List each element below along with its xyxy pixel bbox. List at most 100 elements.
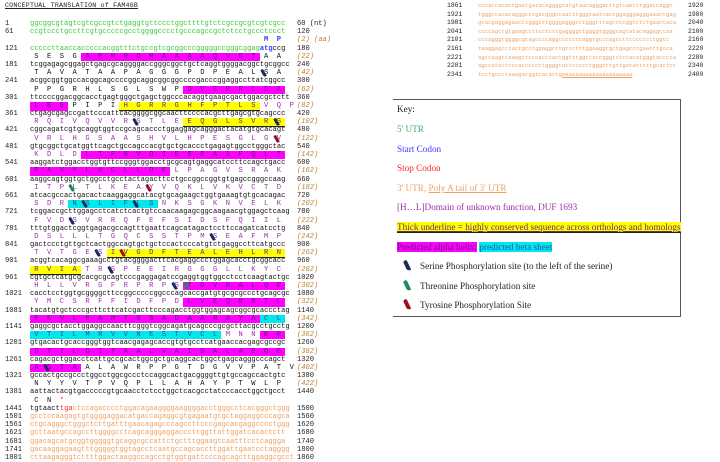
amino-acid: V: [72, 380, 77, 389]
amino-acid: H: [119, 101, 133, 112]
amino-acid: D: [200, 69, 205, 78]
legend-title: Key:: [397, 104, 415, 114]
amino-acid-row: E E V L E A N T G S A D A A R A Y A C L (342): [0, 314, 380, 323]
amino-acid: P: [225, 380, 230, 389]
nucleotide-row: 1501 gcctccaagagtgtggggaggacatgaccagaggcg…: [0, 413, 380, 421]
amino-acid: G: [123, 85, 128, 94]
amino-acid: L: [251, 134, 256, 143]
amino-acid: S: [225, 134, 230, 143]
amino-acid: L: [59, 282, 65, 290]
nucleotide-row: 1741 gacaaggagaagtttgggggtggtagcctcaatgcc…: [0, 446, 380, 454]
row-end-number: 1500: [297, 404, 315, 413]
row-end-number: 2280: [688, 53, 704, 61]
row-start-number: 1501: [5, 413, 23, 421]
amino-acid: Q: [238, 216, 243, 225]
amino-acid: H: [85, 85, 90, 94]
row-end-number: 420: [297, 110, 310, 119]
amino-acid: E: [93, 52, 107, 61]
row-end-number: 480: [297, 126, 310, 135]
row-start-number: 2341: [447, 70, 463, 78]
amino-acid: T: [247, 52, 260, 61]
nucleotide-segment: tacatgtgctcccgcttcttcatcgacttcccagacctgg…: [30, 306, 290, 315]
amino-acid: R: [85, 298, 90, 307]
amino-acid: D: [200, 363, 205, 372]
amino-acid: N: [272, 249, 286, 259]
amino-acid: Y: [212, 380, 218, 389]
amino-acid: P: [59, 183, 65, 192]
amino-acid: I: [161, 265, 167, 274]
amino-acid: E: [212, 134, 218, 143]
nucleotide-segment: ccg: [272, 44, 286, 53]
amino-acid: S: [212, 216, 218, 225]
amino-acid: R: [59, 200, 65, 209]
nucleotide-sequence: gacaaggagaagtttgggggtggtagcctcaatgccagca…: [30, 446, 290, 454]
amino-acid: P: [47, 85, 52, 94]
amino-acid: V: [264, 101, 269, 110]
amino-acid: R: [85, 282, 90, 290]
amino-acid: F: [149, 298, 154, 307]
row-start-number: 2161: [447, 44, 463, 52]
amino-acid: R: [72, 85, 77, 94]
amino-acid: R: [93, 331, 107, 340]
amino-acid: L: [221, 347, 235, 356]
amino-acid-row: A S T A A L A W R P P G T D G V V P A T V (402): [0, 363, 380, 373]
amino-acid: G: [174, 363, 179, 372]
amino-acid: L: [264, 200, 269, 209]
amino-acid: L: [247, 85, 260, 94]
amino-acid: M: [200, 232, 205, 241]
amino-acid: Y: [264, 265, 269, 274]
amino-acid: A: [208, 151, 222, 160]
amino-acid: A: [157, 314, 171, 323]
nucleotide-segment: acggcggtggccacggcagccccggcaggcggcggccccg…: [30, 77, 286, 86]
nucleotide-segment: gtgcggctgcatggttcagctgccagccacgtgctgcacc…: [30, 142, 286, 151]
legend-stop-codon: Stop Codon: [397, 163, 441, 173]
amino-acid: T: [170, 249, 184, 259]
legend-box: Key: 5' UTR Start Codon Stop Codon 3' UT…: [393, 99, 681, 317]
amino-acid: N: [34, 380, 39, 389]
nucleotide-sequence: aaggcagtggtgctggcctgcctactagacttcctgccgg…: [30, 176, 285, 184]
amino-acid: N: [106, 314, 120, 323]
amino-acid: S: [234, 118, 248, 128]
amino-acid: T: [59, 249, 65, 258]
row-start-number: 2281: [447, 62, 463, 70]
nucleotide-sequence: cccccttaaccacccccacggtttctgccgtcgcggcccg…: [30, 45, 285, 53]
residue-count: (22): [297, 52, 315, 61]
amino-acid: S: [72, 298, 77, 307]
amino-acid: Q: [47, 118, 52, 127]
residue-count: (302): [297, 282, 319, 290]
amino-acid: V: [183, 331, 196, 340]
amino-acid: S: [81, 200, 94, 209]
amino-acid: Q: [208, 52, 222, 61]
row-start-number: 841: [5, 241, 18, 250]
amino-acid-sequence: C N *: [30, 397, 68, 405]
amino-acid: S: [174, 216, 179, 225]
amino-acid: V: [55, 314, 69, 323]
nucleotide-sequence: tcctgccctaaagacggtcacactgaaaaaaaaaaaaaaa…: [478, 71, 632, 80]
amino-acid: G: [187, 265, 192, 274]
amino-acid: A: [234, 282, 248, 291]
amino-acid: L: [68, 314, 82, 323]
row-end-number: 1380: [297, 372, 315, 381]
amino-acid: D: [174, 298, 179, 307]
amino-acid: T: [264, 183, 269, 192]
amino-acid: Q: [174, 183, 179, 192]
row-start-number: 241: [5, 77, 18, 86]
amino-acid: P: [276, 380, 282, 389]
nucleotide-sequence: tgtaacttgactccagacccctggacagaaggggaagggg…: [30, 405, 290, 413]
amino-acid: A: [68, 265, 82, 275]
amino-acid: I: [264, 216, 269, 225]
amino-acid: T: [187, 363, 192, 372]
nucleotide-sequence: agccatactcccacccccttggggtattccccctgggttt…: [478, 62, 676, 71]
amino-acid: F: [161, 216, 167, 225]
amino-acid: G: [59, 85, 65, 94]
nucleotide-segment: tttgtggactcggtgagacgccagtttgaattcagcatag…: [30, 224, 286, 233]
amino-acid: A: [234, 347, 248, 356]
amino-acid: L: [132, 167, 145, 176]
row-start-number: 1681: [5, 437, 23, 446]
amino-acid: S: [98, 249, 103, 258]
amino-acid-row: RQIVQVVRSTLEEQGLSVRS(102): [0, 118, 380, 128]
amino-acid: S: [238, 167, 243, 176]
